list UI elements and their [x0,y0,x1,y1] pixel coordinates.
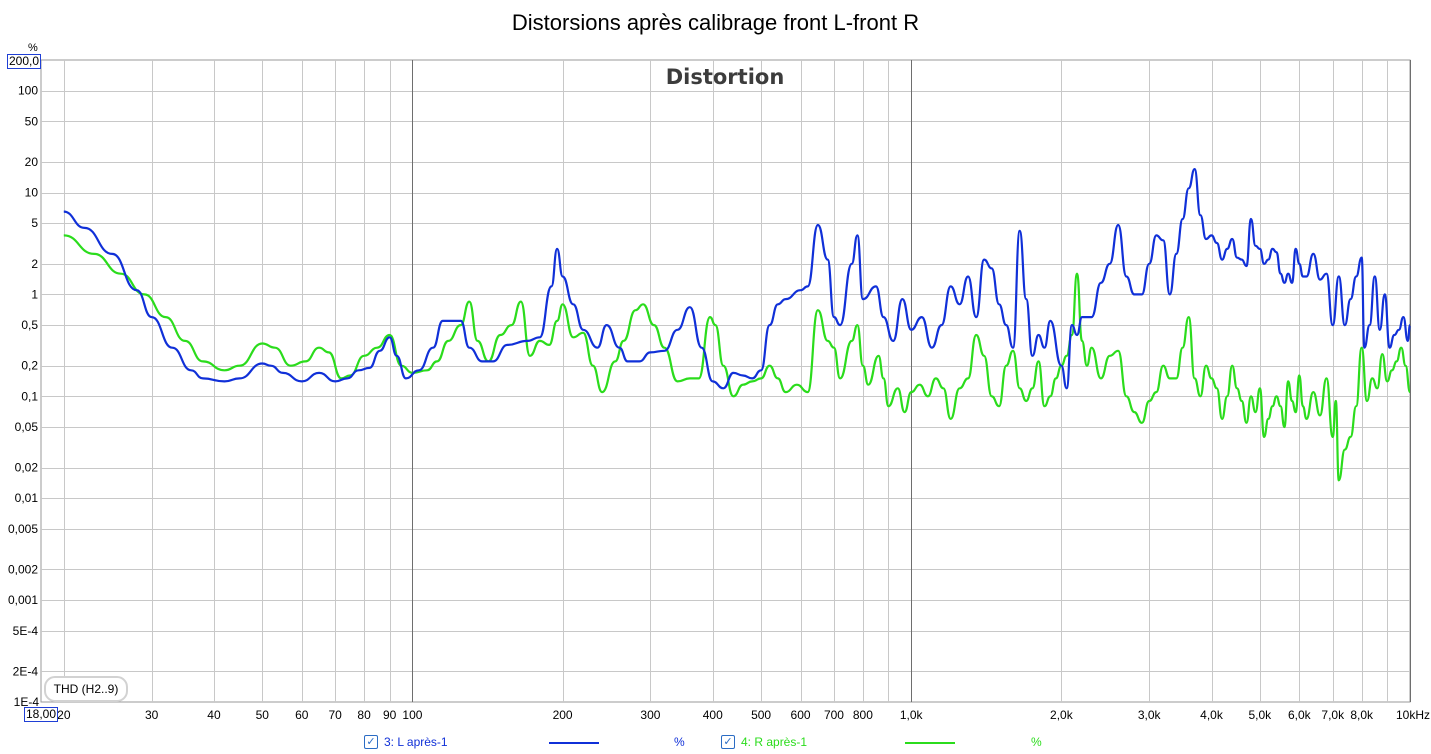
legend-checkbox-r[interactable]: ✓ [721,735,735,749]
x-tick-label: 200 [553,708,573,722]
legend-swatch-l [549,742,599,744]
y-tick-label: 0,5 [21,318,38,332]
y-tick-label: 0,02 [15,461,39,475]
x-tick-label: 100 [402,708,422,722]
legend-item-r[interactable]: ✓ 4: R après-1 [721,734,807,750]
series-line-l[interactable] [63,168,1412,390]
y-tick-label: 1 [31,287,38,301]
x-tick-label: 90 [383,708,397,722]
x-tick-label: 500 [751,708,771,722]
x-tick-label: 400 [703,708,723,722]
series [63,168,1412,482]
grid [40,59,1411,703]
y-tick-label: 5E-4 [13,624,39,638]
y-tick-label: 0,01 [15,491,39,505]
y-tick-label: 5 [31,216,38,230]
y-tick-label: 0,001 [8,593,38,607]
y-tick-label: 10 [25,186,39,200]
legend-label-l: 3: L après-1 [384,735,448,749]
legend-label-r: 4: R après-1 [741,735,808,749]
y-tick-label: 0,1 [21,389,38,403]
y-tick-label: 1E-4 [14,695,40,709]
legend-item-l[interactable]: ✓ 3: L après-1 [364,734,448,750]
plot-frame [40,59,1411,703]
y-tick-label: 50 [25,114,39,128]
x-tick-label: 70 [329,708,343,722]
legend-swatch-r [905,742,955,744]
x-tick-label: 4,0k [1200,708,1224,722]
x-tick-label: 80 [357,708,371,722]
series-line-r[interactable] [63,234,1412,482]
x-tick-label: 600 [791,708,811,722]
legend-unit-l: % [674,735,685,749]
y-tick-label: 20 [25,155,39,169]
x-tick-label: 50 [256,708,270,722]
x-tick-label: 8,0k [1350,708,1374,722]
x-axis-ticks: 20 30 40 50 60 70 80 90 100 200 300 400 500 600 700 800… [57,708,1430,722]
x-tick-label: 20 [57,708,71,722]
x-tick-label: 2,0k [1050,708,1074,722]
y-tick-label: 0,05 [15,420,39,434]
chart-title: Distorsions après calibrage front L-fron… [511,10,920,35]
x-tick-label: 7,0k [1321,708,1345,722]
y-tick-label: 2 [31,257,38,271]
y-axis-ticks: 100 50 20 10 5 2 1 0,5 0,2 0,1 0,05 0,02 0,01 0,005 0,… [8,84,39,709]
x-tick-label: 1,0k [900,708,924,722]
x-tick-label: 3,0k [1138,708,1162,722]
y-tick-label: 100 [18,84,38,98]
legend-checkbox-l[interactable]: ✓ [364,735,378,749]
y-tick-label: 2E-4 [13,664,39,678]
x-tick-label: 6,0k [1288,708,1312,722]
x-tick-label: 60 [295,708,309,722]
x-tick-label: 700 [824,708,844,722]
x-tick-label: 5,0k [1249,708,1273,722]
x-tick-label: 10kHz [1396,708,1430,722]
legend-unit-r: % [1031,735,1042,749]
x-tick-label: 30 [145,708,159,722]
y-max-input[interactable]: 200,0 [7,54,42,69]
plot-inner-title: Distortion [666,65,785,89]
x-tick-label: 800 [853,708,873,722]
x-min-input[interactable]: 18,00 [24,707,59,722]
thd-selector-button[interactable]: THD (H2..9) [44,676,128,702]
x-tick-label: 40 [207,708,221,722]
y-tick-label: 0,2 [21,359,38,373]
y-tick-label: 0,005 [8,522,38,536]
y-unit-label: % [28,42,38,54]
x-tick-label: 300 [640,708,660,722]
y-tick-label: 0,002 [8,562,38,576]
